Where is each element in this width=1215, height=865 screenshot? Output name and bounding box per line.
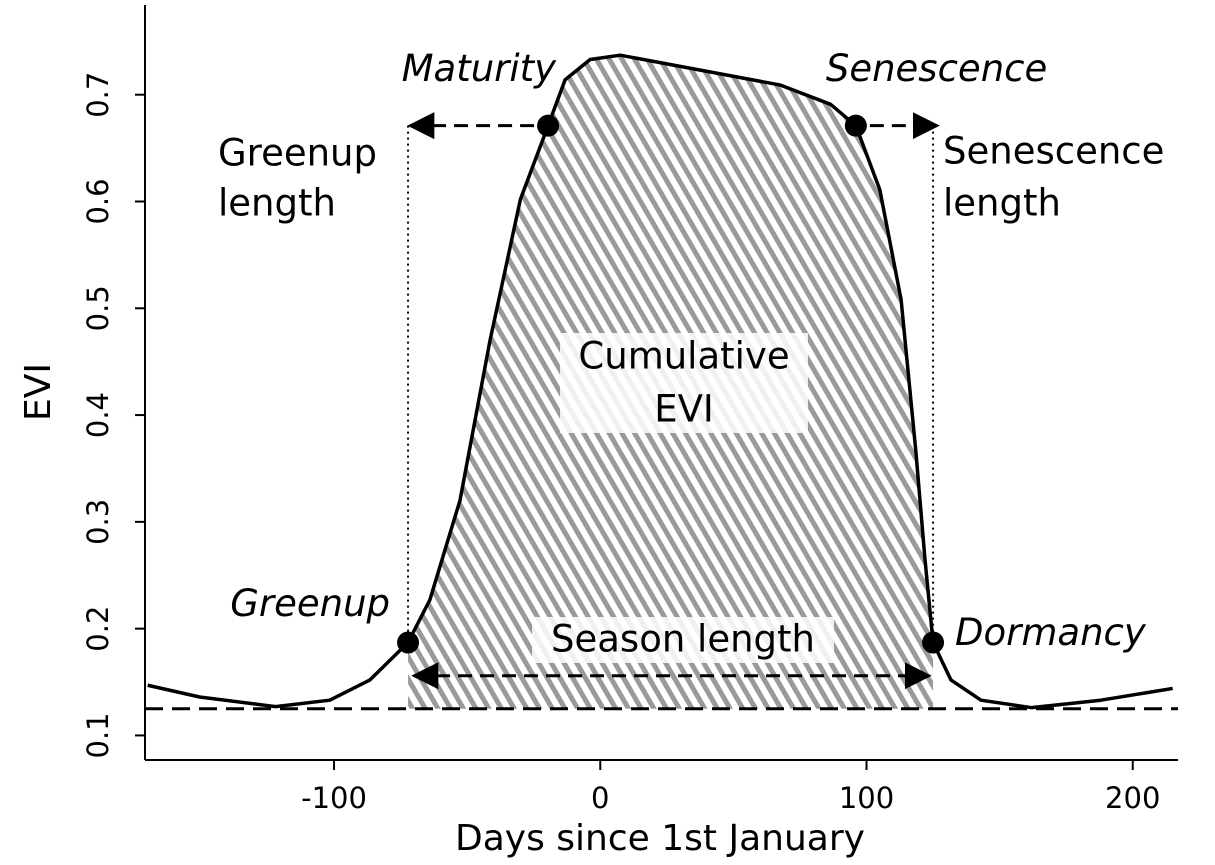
- phenology-point: [844, 114, 867, 137]
- senescence-length-label: Senescence: [943, 130, 1164, 173]
- cumulative-label: EVI: [654, 388, 714, 431]
- greenup-length-label: length: [218, 182, 336, 225]
- point-label: Dormancy: [955, 611, 1147, 654]
- point-label: Maturity: [402, 47, 558, 90]
- y-axis-title: EVI: [18, 363, 59, 421]
- greenup-length-label: Greenup: [218, 132, 377, 175]
- x-tick-label: 100: [839, 781, 894, 815]
- y-tick-label: 0.3: [81, 499, 115, 545]
- senescence-length-label: length: [943, 182, 1061, 225]
- point-label: Senescence: [826, 47, 1047, 90]
- season-box: [532, 617, 834, 663]
- phenology-point: [397, 631, 420, 654]
- cumulative-label: Cumulative: [578, 335, 789, 378]
- evi-curve: [147, 53, 1173, 710]
- x-tick-label: 200: [1105, 781, 1160, 815]
- cumulative-box: [560, 333, 808, 433]
- x-tick-label: 0: [591, 781, 609, 815]
- season-length-label: Season length: [551, 618, 815, 661]
- x-tick-label: -100: [301, 781, 367, 815]
- y-tick-label: 0.2: [81, 606, 115, 652]
- y-tick-label: 0.5: [81, 285, 115, 331]
- y-tick-label: 0.7: [81, 72, 115, 118]
- phenology-point: [537, 114, 560, 137]
- y-tick-label: 0.4: [81, 392, 115, 438]
- x-axis-title: Days since 1st January: [455, 818, 865, 859]
- point-label: Greenup: [230, 582, 390, 625]
- phenology-point: [922, 631, 945, 654]
- y-tick-label: 0.6: [81, 178, 115, 224]
- y-tick-label: 0.1: [81, 712, 115, 758]
